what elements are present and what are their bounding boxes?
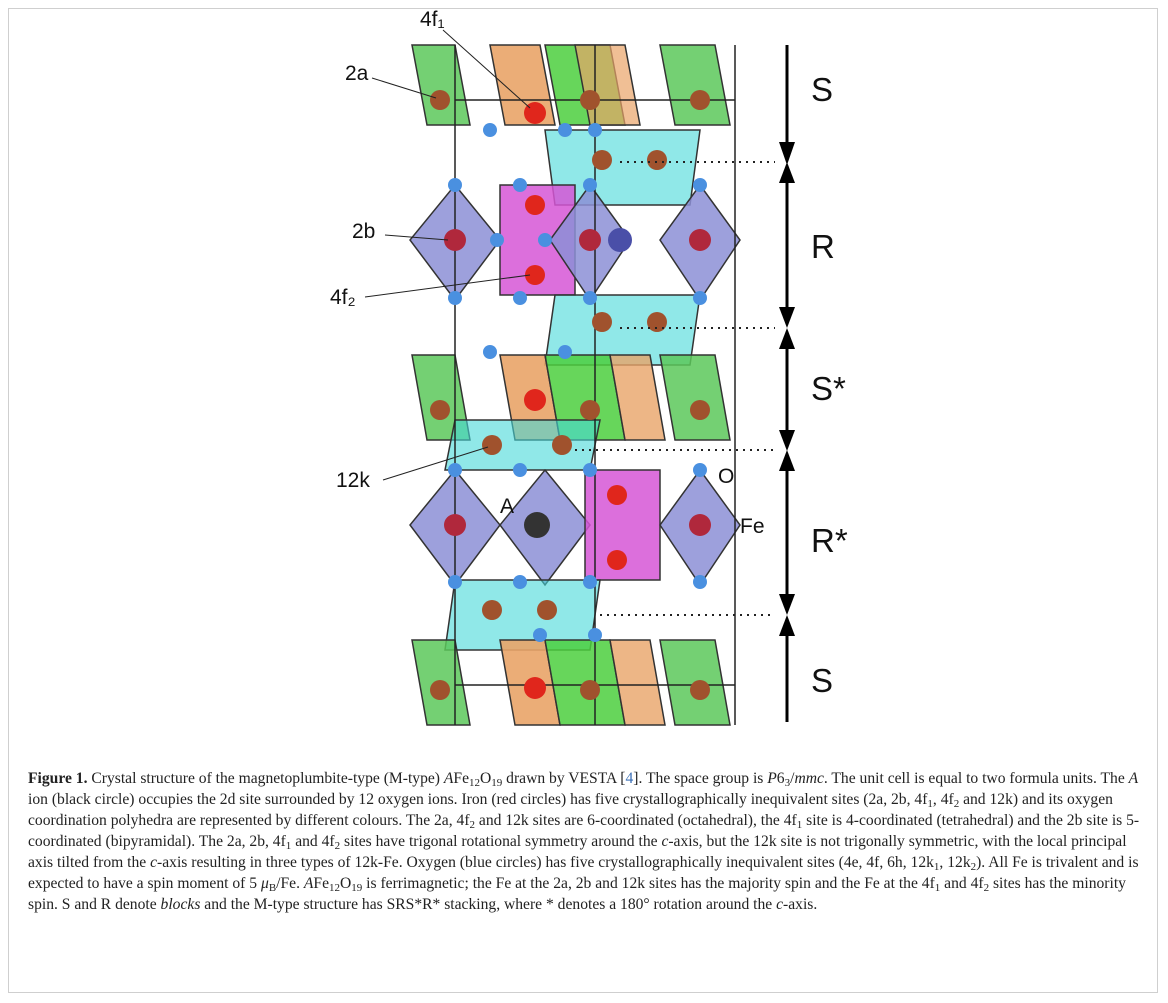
caption-text: Crystal structure of the magnetoplumbite… bbox=[87, 770, 444, 787]
caption-text: Fe bbox=[313, 875, 330, 892]
caption-sub: 3 bbox=[784, 777, 791, 789]
caption-sub: 1 bbox=[796, 819, 803, 831]
caption-i: c bbox=[150, 854, 158, 871]
caption-text: /Fe. bbox=[276, 875, 304, 892]
caption-i: blocks bbox=[160, 896, 201, 913]
caption-text: , 4f bbox=[932, 791, 954, 808]
caption-link: 4 bbox=[625, 770, 634, 787]
caption-i: μ bbox=[260, 875, 269, 892]
caption-sub: 1 bbox=[927, 798, 933, 810]
caption-text: and 4f bbox=[291, 833, 335, 850]
block-label: S bbox=[811, 71, 833, 108]
caption-sub: 19 bbox=[351, 882, 363, 894]
caption-text: ion (black circle) occupies the 2d site … bbox=[28, 791, 928, 808]
caption-text: drawn by VESTA [ bbox=[502, 770, 626, 787]
caption-sub: 1 bbox=[934, 882, 941, 894]
caption-i: c bbox=[661, 833, 669, 850]
site-label: A bbox=[500, 495, 514, 518]
site-label: O bbox=[718, 465, 734, 488]
caption-i: A bbox=[443, 770, 454, 787]
block-label: R* bbox=[811, 522, 848, 559]
caption-i: mmc bbox=[794, 770, 824, 787]
caption-text: ). All Fe is trivalent and is expected t… bbox=[28, 854, 1139, 892]
caption-sub: 2 bbox=[970, 861, 977, 873]
block-label: S* bbox=[811, 370, 846, 407]
caption-sub: 12 bbox=[469, 777, 481, 789]
caption-sub: 1 bbox=[285, 840, 292, 852]
figure-frame bbox=[8, 8, 1158, 993]
caption-text: sites have trigonal rotational symmetry … bbox=[340, 833, 662, 850]
atoms bbox=[430, 90, 711, 700]
caption-sub: 12 bbox=[329, 882, 341, 894]
caption-text: site is 4-coordinated (tetrahedral) and … bbox=[28, 812, 1140, 850]
caption-text: is ferrimagnetic; the Fe at the 2a, 2b a… bbox=[362, 875, 935, 892]
caption-text: and 4f bbox=[940, 875, 984, 892]
leader-lines bbox=[364, 29, 531, 481]
block-arrows bbox=[779, 45, 795, 722]
caption-sub: 19 bbox=[491, 777, 503, 789]
site-label: 4f₁ bbox=[420, 8, 445, 31]
caption-i: P bbox=[767, 770, 777, 787]
caption-b: Figure 1. bbox=[28, 770, 88, 787]
block-label: S bbox=[811, 662, 833, 699]
block-boundaries bbox=[575, 161, 775, 616]
site-label: 2b bbox=[352, 220, 375, 243]
caption-sub: 1 bbox=[933, 861, 940, 873]
caption-sub: 2 bbox=[983, 882, 990, 894]
caption-i: A bbox=[1128, 770, 1139, 787]
caption-text: and the M-type structure has SRS*R* stac… bbox=[200, 896, 777, 913]
caption-text: O bbox=[480, 770, 492, 787]
caption-text: -axis. bbox=[783, 896, 818, 913]
site-label: 12k bbox=[336, 469, 370, 492]
caption-text: . The unit cell is equal to two formula … bbox=[823, 770, 1129, 787]
caption-sub: 2 bbox=[469, 819, 476, 831]
caption-text: 6 bbox=[776, 770, 785, 787]
crystal-figure: 4f₁ 2a 2b 4f₂ 12k A O Fe S R S* R* S bbox=[330, 8, 848, 726]
block-label: R bbox=[811, 228, 835, 265]
caption-text: / bbox=[790, 770, 795, 787]
site-label: Fe bbox=[740, 515, 765, 538]
caption-text: and 12k sites are 6-coordinated (octahed… bbox=[475, 812, 797, 829]
caption-text: -axis, but the 12k site is not trigonall… bbox=[28, 833, 1127, 871]
site-label: 4f₂ bbox=[330, 286, 356, 309]
caption-sub: 2 bbox=[334, 840, 341, 852]
site-label: 2a bbox=[345, 62, 369, 85]
caption-text: O bbox=[340, 875, 352, 892]
caption-text: Fe bbox=[453, 770, 470, 787]
caption-i: A bbox=[303, 875, 314, 892]
caption-i: c bbox=[776, 896, 784, 913]
figure-caption: Figure 1. Crystal structure of the magne… bbox=[28, 768, 1146, 915]
caption-text: ]. The space group is bbox=[633, 770, 768, 787]
crystal-structure bbox=[409, 44, 741, 726]
caption-sub: B bbox=[268, 882, 277, 894]
caption-text: , 12k bbox=[939, 854, 971, 871]
caption-text: and 12k) and its oxygen coordination pol… bbox=[28, 791, 1113, 829]
caption-sub: 2 bbox=[953, 798, 960, 810]
caption-text: sites has the minority spin. S and R den… bbox=[28, 875, 1126, 913]
caption-text: -axis resulting in three types of 12k-Fe… bbox=[157, 854, 934, 871]
